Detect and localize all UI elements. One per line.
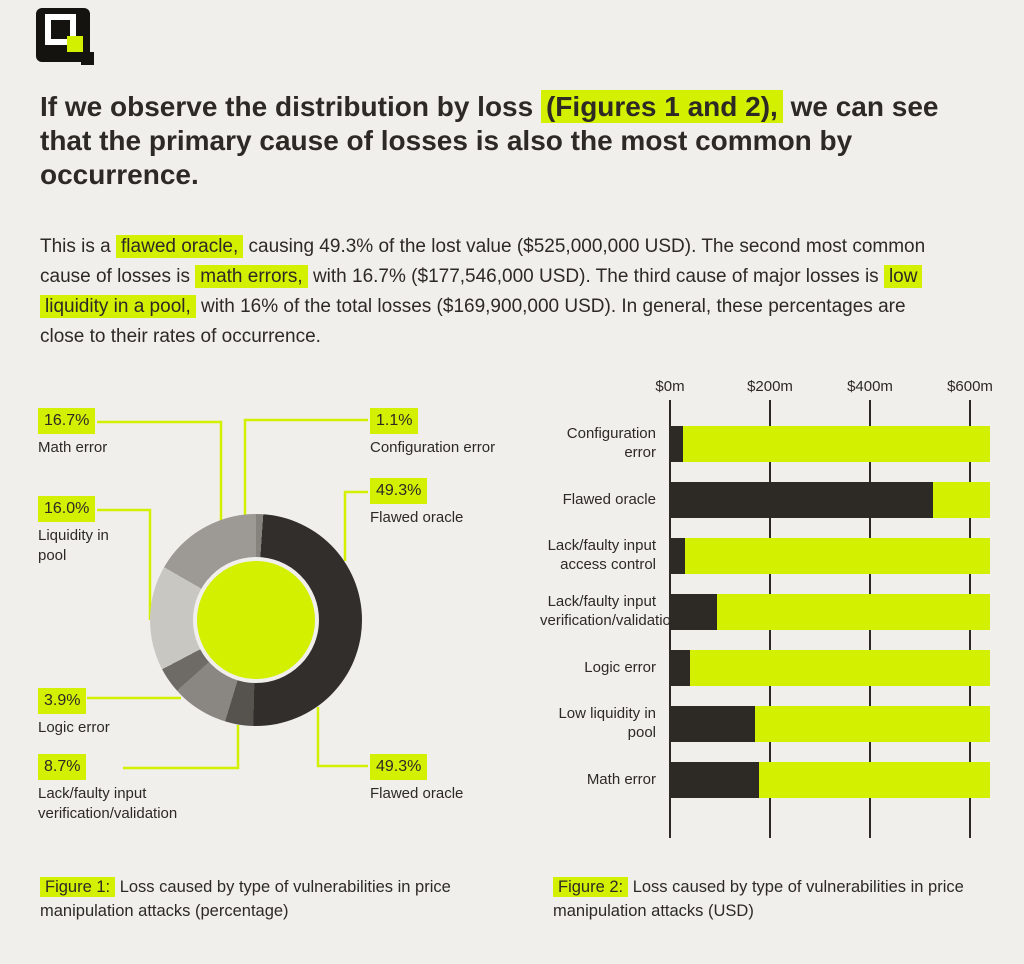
bar-row: Low liquidity in pool bbox=[540, 705, 1010, 742]
callout-label: Math error bbox=[38, 438, 108, 456]
bar-category-label: Lack/faulty input verification/validatio… bbox=[540, 593, 680, 629]
x-axis-tick: $400m bbox=[847, 378, 893, 395]
callout-math-error: 16.7% Math error bbox=[38, 408, 178, 458]
figure2-tag: Figure 2: bbox=[553, 877, 629, 897]
bar-category-label: Flawed oracle bbox=[562, 490, 656, 508]
donut-center bbox=[193, 557, 319, 683]
bar-track bbox=[670, 762, 990, 798]
intro-highlight-math-errors: math errors, bbox=[195, 265, 308, 289]
x-axis-tick: $200m bbox=[747, 378, 793, 395]
figure2-caption: Figure 2: Loss caused by type of vulnera… bbox=[553, 876, 993, 924]
callout-label: Liquidity in pool bbox=[38, 526, 109, 564]
figure2-text: Loss caused by type of vulnerabilities i… bbox=[553, 878, 964, 920]
callout-liquidity-in-pool: 16.0% Liquidity in pool bbox=[38, 496, 118, 566]
callout-label: Lack/faulty input verification/validatio… bbox=[38, 784, 178, 822]
heading-text: If we observe the distribution by loss bbox=[40, 91, 541, 122]
bar-row: Math error bbox=[540, 762, 1010, 798]
intro-highlight-flawed-oracle: flawed oracle, bbox=[116, 235, 244, 258]
callout-flawed-oracle: 49.3% Flawed oracle bbox=[370, 478, 520, 528]
bar-category-label: Logic error bbox=[584, 658, 656, 676]
callout-pct: 16.0% bbox=[38, 496, 96, 522]
figure1-caption: Figure 1: Loss caused by type of vulnera… bbox=[40, 876, 490, 924]
bar-value-fill bbox=[670, 426, 683, 462]
callout-logic-error: 3.9% Logic error bbox=[38, 688, 178, 738]
figure1-text: Loss caused by type of vulnerabilities i… bbox=[40, 878, 451, 920]
intro-text: causing 49.3% of the lost value ($525,00… bbox=[40, 236, 926, 288]
bar-track bbox=[670, 482, 990, 518]
intro-text: with 16.7% ($177,546,000 USD). The third… bbox=[307, 266, 884, 288]
bar-chart-figure: $0m $200m $400m $600m Configuration erro… bbox=[540, 378, 1010, 858]
bar-value-fill bbox=[670, 594, 717, 630]
callout-pct: 3.9% bbox=[38, 688, 87, 714]
callout-configuration-error: 1.1% Configuration error bbox=[370, 408, 520, 458]
callout-pct: 49.3% bbox=[370, 754, 428, 780]
bar-row: Logic error bbox=[540, 650, 1010, 686]
callout-pct: 1.1% bbox=[370, 408, 419, 434]
bar-row: Configuration error bbox=[540, 425, 1010, 462]
bar-row: Lack/faulty input verification/validatio… bbox=[540, 593, 1010, 630]
bar-chart: Configuration error Flawed oracle Lack/fau… bbox=[540, 425, 1010, 818]
callout-label: Logic error bbox=[38, 718, 110, 736]
bar-track bbox=[670, 706, 990, 742]
bar-track bbox=[670, 538, 990, 574]
callout-pct: 49.3% bbox=[370, 478, 428, 504]
bar-row: Flawed oracle bbox=[540, 482, 1010, 518]
bar-value-fill bbox=[670, 650, 690, 686]
bar-value-fill bbox=[670, 482, 933, 518]
x-axis-tick: $0m bbox=[655, 378, 685, 395]
callout-pct: 16.7% bbox=[38, 408, 96, 434]
bar-row: Lack/faulty input access control bbox=[540, 537, 1010, 574]
intro-text: This is a bbox=[40, 236, 117, 257]
bar-value-fill bbox=[670, 762, 759, 798]
callout-lack-faulty-input: 8.7% Lack/faulty input verification/vali… bbox=[38, 754, 223, 824]
page-heading: If we observe the distribution by loss (… bbox=[40, 90, 985, 192]
bar-value-fill bbox=[670, 538, 685, 574]
callout-flawed-oracle: 49.3% Flawed oracle bbox=[370, 754, 520, 804]
donut-chart-figure: 16.7% Math error 1.1% Configuration erro… bbox=[25, 380, 525, 850]
x-axis-tick: $600m bbox=[947, 378, 993, 395]
bar-track bbox=[670, 650, 990, 686]
bar-category-label: Low liquidity in pool bbox=[558, 705, 656, 741]
bar-track bbox=[670, 426, 990, 462]
heading-text: we can see that the primary cause of los… bbox=[40, 91, 939, 191]
callout-pct: 8.7% bbox=[38, 754, 87, 780]
callout-label: Configuration error bbox=[370, 438, 496, 456]
callout-label: Flawed oracle bbox=[370, 784, 464, 802]
bar-category-label: Lack/faulty input access control bbox=[547, 537, 656, 573]
bar-track bbox=[670, 594, 990, 630]
callout-connector-lines bbox=[87, 418, 368, 770]
intro-text: with 16% of the total losses ($169,900,0… bbox=[40, 296, 906, 348]
bar-category-label: Configuration error bbox=[566, 425, 656, 461]
bar-category-label: Math error bbox=[586, 770, 656, 788]
bar-value-fill bbox=[670, 706, 755, 742]
figure1-tag: Figure 1: bbox=[40, 877, 116, 897]
callout-label: Flawed oracle bbox=[370, 508, 464, 526]
brand-logo-icon bbox=[36, 8, 100, 72]
heading-highlight: (Figures 1 and 2), bbox=[540, 90, 783, 123]
intro-paragraph: This is a flawed oracle, causing 49.3% o… bbox=[40, 232, 955, 352]
